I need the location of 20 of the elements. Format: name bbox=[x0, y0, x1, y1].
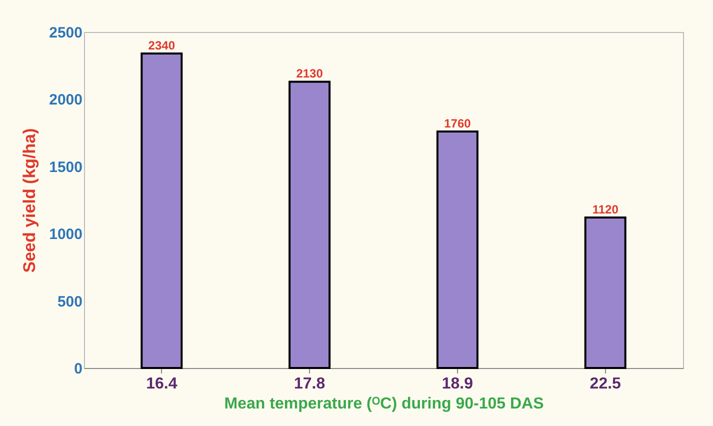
x-tick-label: 18.9 bbox=[442, 376, 474, 392]
y-tick-label: 500 bbox=[57, 293, 82, 310]
y-tick-label: 2500 bbox=[49, 24, 82, 42]
x-tick-label: 16.4 bbox=[146, 376, 178, 392]
y-tick-label: 2000 bbox=[49, 92, 82, 109]
bar bbox=[288, 80, 331, 369]
bar bbox=[584, 216, 626, 369]
data-label: 2340 bbox=[148, 38, 176, 53]
x-tick-label: 22.5 bbox=[590, 376, 622, 392]
y-tick-label: 0 bbox=[74, 360, 82, 378]
y-tick-label: 1500 bbox=[49, 158, 82, 176]
bar bbox=[140, 52, 183, 369]
bar bbox=[436, 130, 478, 369]
y-tick-label: 1000 bbox=[49, 226, 82, 244]
data-label: 2130 bbox=[296, 66, 324, 81]
x-axis-title: Mean temperature (ᴼC) during 90-105 DAS bbox=[224, 396, 544, 412]
y-axis-title: Seed yield (kg/ha) bbox=[20, 128, 40, 273]
data-label: 1760 bbox=[444, 116, 472, 130]
data-label: 1120 bbox=[592, 202, 619, 216]
x-tick-label: 17.8 bbox=[294, 376, 326, 392]
